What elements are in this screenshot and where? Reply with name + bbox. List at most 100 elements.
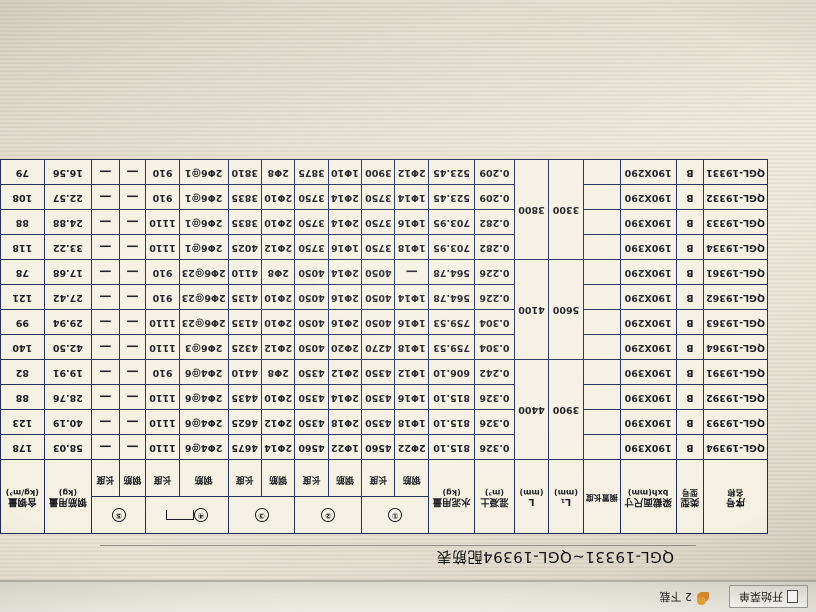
table-row[interactable]: QGL-19331 B 190X290 0.209 523.45 2Φ12 3900 1Φ10… — [0, 159, 768, 185]
cell-bar-3: 2Φ10 — [261, 309, 295, 335]
header-len-3: 长度 — [228, 459, 262, 497]
table-body: QGL-19394 B 190X390 3900 4400 0.326 815.10 2Φ22… — [0, 159, 768, 460]
taskbar-count-label: 2 下载 — [659, 590, 693, 603]
cell-rebar: 29.94 — [44, 309, 92, 335]
header-group-5: ⑤ — [91, 496, 146, 534]
cell-bar-4: 2Φ6@3 — [179, 334, 229, 360]
cell-ratio: 121 — [0, 284, 45, 310]
cell-bar-2: 2Φ16 — [328, 309, 362, 335]
cell-len-1: 3750 — [361, 209, 395, 235]
cell-type: B — [676, 434, 704, 460]
cell-no: QGL-19393 — [703, 409, 768, 435]
cell-ratio: 178 — [0, 434, 45, 460]
cell-bar-3: 2Φ10 — [261, 284, 295, 310]
cell-l: 4400 — [514, 359, 549, 460]
cell-type: B — [676, 334, 704, 360]
table-row[interactable]: QGL-19362 B 190X290 0.226 564.78 1Φ14 4050 2Φ16… — [0, 284, 768, 310]
cell-rebar: 19.91 — [44, 359, 92, 385]
cell-ratio: 79 — [0, 159, 45, 185]
table-row[interactable]: QGL-19392 B 190X390 0.326 815.10 1Φ16 4350 2Φ14… — [0, 384, 768, 410]
cell-len-5: — — [91, 384, 120, 410]
cell-l1: 3900 — [548, 359, 584, 460]
cell-bar-4: 2Φ6@1 — [179, 159, 229, 185]
cell-type: B — [676, 234, 704, 260]
cell-rebar: 42.50 — [44, 334, 92, 360]
cell-bearing — [583, 159, 621, 185]
cell-len-2: 4050 — [294, 309, 329, 335]
header-bar-3: 钢筋 — [261, 459, 295, 497]
cell-len-1: 3750 — [361, 184, 395, 210]
cell-l: 3800 — [514, 159, 549, 260]
header-concrete: 混凝土 (m³) — [474, 459, 515, 534]
cell-bar-5: — — [119, 159, 146, 185]
cell-no: QGL-19333 — [703, 209, 768, 235]
cell-bar-5: — — [119, 259, 146, 285]
cell-bar-1: 2Φ22 — [394, 434, 429, 460]
table-row[interactable]: QGL-19393 B 190X390 0.326 815.10 1Φ18 4350 2Φ18… — [0, 409, 768, 435]
cell-bearing — [583, 184, 621, 210]
cell-concrete: 0.209 — [474, 159, 515, 185]
cell-len-5: — — [91, 184, 120, 210]
cell-no: QGL-19364 — [703, 334, 768, 360]
header-group-4: ④ — [145, 496, 229, 534]
cell-section: 190X290 — [620, 284, 677, 310]
cell-bar-2: 2Φ14 — [328, 209, 362, 235]
start-menu-button[interactable]: 开始菜单 — [729, 585, 808, 609]
cell-len-5: — — [91, 259, 120, 285]
cell-bearing — [583, 409, 621, 435]
cell-len-3: 4110 — [228, 259, 262, 285]
table-row[interactable]: QGL-19391 B 190X390 0.242 606.10 1Φ12 4350 2Φ12… — [0, 359, 768, 385]
cell-len-1: 4050 — [361, 284, 395, 310]
table-row[interactable]: QGL-19361 B 190X290 0.226 564.78—4050 2Φ14 405… — [0, 259, 768, 285]
taskbar-app-item[interactable]: 2 下载 — [660, 589, 724, 605]
table-row[interactable]: QGL-19334 B 190X390 3300 3800 0.282 703.95 1Φ18… — [0, 159, 768, 260]
cell-ratio: 118 — [0, 234, 45, 260]
cell-no: QGL-19394 — [703, 434, 768, 460]
cell-len-1: 4050 — [361, 309, 395, 335]
cell-len-2: 4350 — [294, 409, 329, 435]
cell-cement: 759.53 — [428, 334, 475, 360]
cell-len-1: 4350 — [361, 384, 395, 410]
cell-bar-4: 2Φ4@6 — [179, 359, 229, 385]
cell-bar-2: 1Φ16 — [328, 234, 362, 260]
cell-len-4: 1110 — [145, 309, 180, 335]
cell-len-3: 4435 — [228, 384, 262, 410]
cell-no: QGL-19391 — [703, 359, 768, 385]
cell-bar-5: — — [119, 384, 146, 410]
cell-cement: 564.78 — [428, 259, 475, 285]
cell-bar-4: 2Φ4@6 — [179, 434, 229, 460]
table-row[interactable]: QGL-19364 B 190X290 5600 4100 0.304 759.53 1Φ18… — [0, 259, 768, 360]
cell-type: B — [676, 359, 704, 385]
cell-bar-5: — — [119, 409, 146, 435]
header-bar-1: 钢筋 — [394, 459, 429, 497]
cell-section: 190X290 — [620, 159, 677, 185]
cell-bar-2: 2Φ14 — [328, 384, 362, 410]
cell-bar-1: 1Φ12 — [394, 359, 429, 385]
cell-rebar: 17.68 — [44, 259, 92, 285]
header-cement: 水泥用量 (kg) — [428, 459, 475, 534]
table-row[interactable]: QGL-19333 B 190X390 0.282 703.95 1Φ16 3750 2Φ14… — [0, 209, 768, 235]
cell-bar-1: 1Φ14 — [394, 184, 429, 210]
cell-l1: 5600 — [548, 259, 584, 360]
cell-concrete: 0.226 — [474, 259, 515, 285]
cell-section: 190X390 — [620, 234, 677, 260]
cell-bar-4: 2Φ6@1 — [179, 184, 229, 210]
header-rebar-qty: 钢筋用量 (kg) — [44, 459, 92, 534]
cell-bar-5: — — [119, 309, 146, 335]
cell-len-5: — — [91, 434, 120, 460]
cell-bearing — [583, 284, 621, 310]
cell-type: B — [676, 409, 704, 435]
cell-bar-1: 2Φ12 — [394, 159, 429, 185]
table-row[interactable]: QGL-19363 B 190X290 0.304 759.53 1Φ16 4050 2Φ16… — [0, 309, 768, 335]
cell-bar-4: 2Φ6@23 — [179, 259, 229, 285]
header-group-1: ① — [361, 496, 429, 534]
table-row[interactable]: QGL-19332 B 190X290 0.209 523.45 1Φ14 3750 2Φ14… — [0, 184, 768, 210]
cell-no: QGL-19361 — [703, 259, 768, 285]
cell-len-2: 4560 — [294, 434, 329, 460]
stirrup-shape-icon — [166, 510, 195, 521]
cell-len-2: 3750 — [294, 234, 329, 260]
table-row[interactable]: QGL-19394 B 190X390 3900 4400 0.326 815.10 2Φ22… — [0, 359, 768, 460]
cell-len-5: — — [91, 334, 120, 360]
cell-len-4: 910 — [145, 284, 180, 310]
header-bearing-length: 搁置长度 — [583, 459, 621, 534]
